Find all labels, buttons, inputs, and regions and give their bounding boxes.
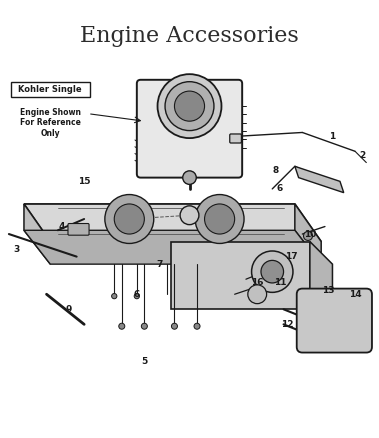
Circle shape — [174, 91, 205, 121]
Text: 17: 17 — [285, 252, 298, 261]
Text: 16: 16 — [251, 279, 263, 287]
Circle shape — [114, 204, 144, 234]
Text: 8: 8 — [273, 166, 279, 175]
Circle shape — [205, 204, 235, 234]
Circle shape — [105, 194, 154, 244]
Circle shape — [195, 194, 244, 244]
Circle shape — [252, 251, 293, 292]
Text: 3: 3 — [13, 244, 20, 254]
Polygon shape — [295, 204, 321, 264]
Polygon shape — [295, 166, 344, 193]
Circle shape — [194, 323, 200, 329]
FancyBboxPatch shape — [68, 223, 89, 235]
Circle shape — [165, 81, 214, 131]
Circle shape — [248, 285, 266, 304]
Text: Engine Accessories: Engine Accessories — [80, 25, 299, 47]
Circle shape — [180, 206, 199, 225]
Text: 6: 6 — [277, 184, 283, 194]
Text: 4: 4 — [58, 222, 65, 231]
FancyBboxPatch shape — [11, 82, 90, 97]
Text: 12: 12 — [281, 320, 294, 329]
Text: 14: 14 — [349, 290, 361, 299]
Polygon shape — [310, 242, 332, 325]
Circle shape — [134, 293, 139, 299]
Polygon shape — [24, 230, 321, 264]
Text: Kohler Single: Kohler Single — [19, 85, 82, 94]
Text: 6: 6 — [134, 290, 140, 299]
Circle shape — [183, 171, 196, 184]
Circle shape — [119, 323, 125, 329]
Polygon shape — [24, 204, 321, 242]
Text: 9: 9 — [66, 305, 72, 314]
FancyBboxPatch shape — [137, 80, 242, 178]
Polygon shape — [24, 204, 50, 264]
Circle shape — [261, 260, 283, 283]
FancyBboxPatch shape — [297, 289, 372, 353]
Text: Engine Shown
For Reference
Only: Engine Shown For Reference Only — [20, 108, 81, 138]
Circle shape — [171, 323, 177, 329]
Circle shape — [158, 74, 221, 138]
Circle shape — [112, 293, 117, 299]
Polygon shape — [171, 242, 310, 309]
Text: 11: 11 — [274, 279, 286, 287]
Text: 2: 2 — [359, 151, 366, 159]
Circle shape — [141, 323, 147, 329]
FancyBboxPatch shape — [230, 134, 241, 143]
Text: 1: 1 — [329, 132, 335, 141]
Text: 7: 7 — [156, 260, 163, 268]
Text: 10: 10 — [304, 230, 316, 239]
Text: 13: 13 — [323, 286, 335, 295]
Text: 15: 15 — [78, 177, 91, 186]
Text: 5: 5 — [141, 357, 147, 367]
Circle shape — [304, 231, 313, 240]
